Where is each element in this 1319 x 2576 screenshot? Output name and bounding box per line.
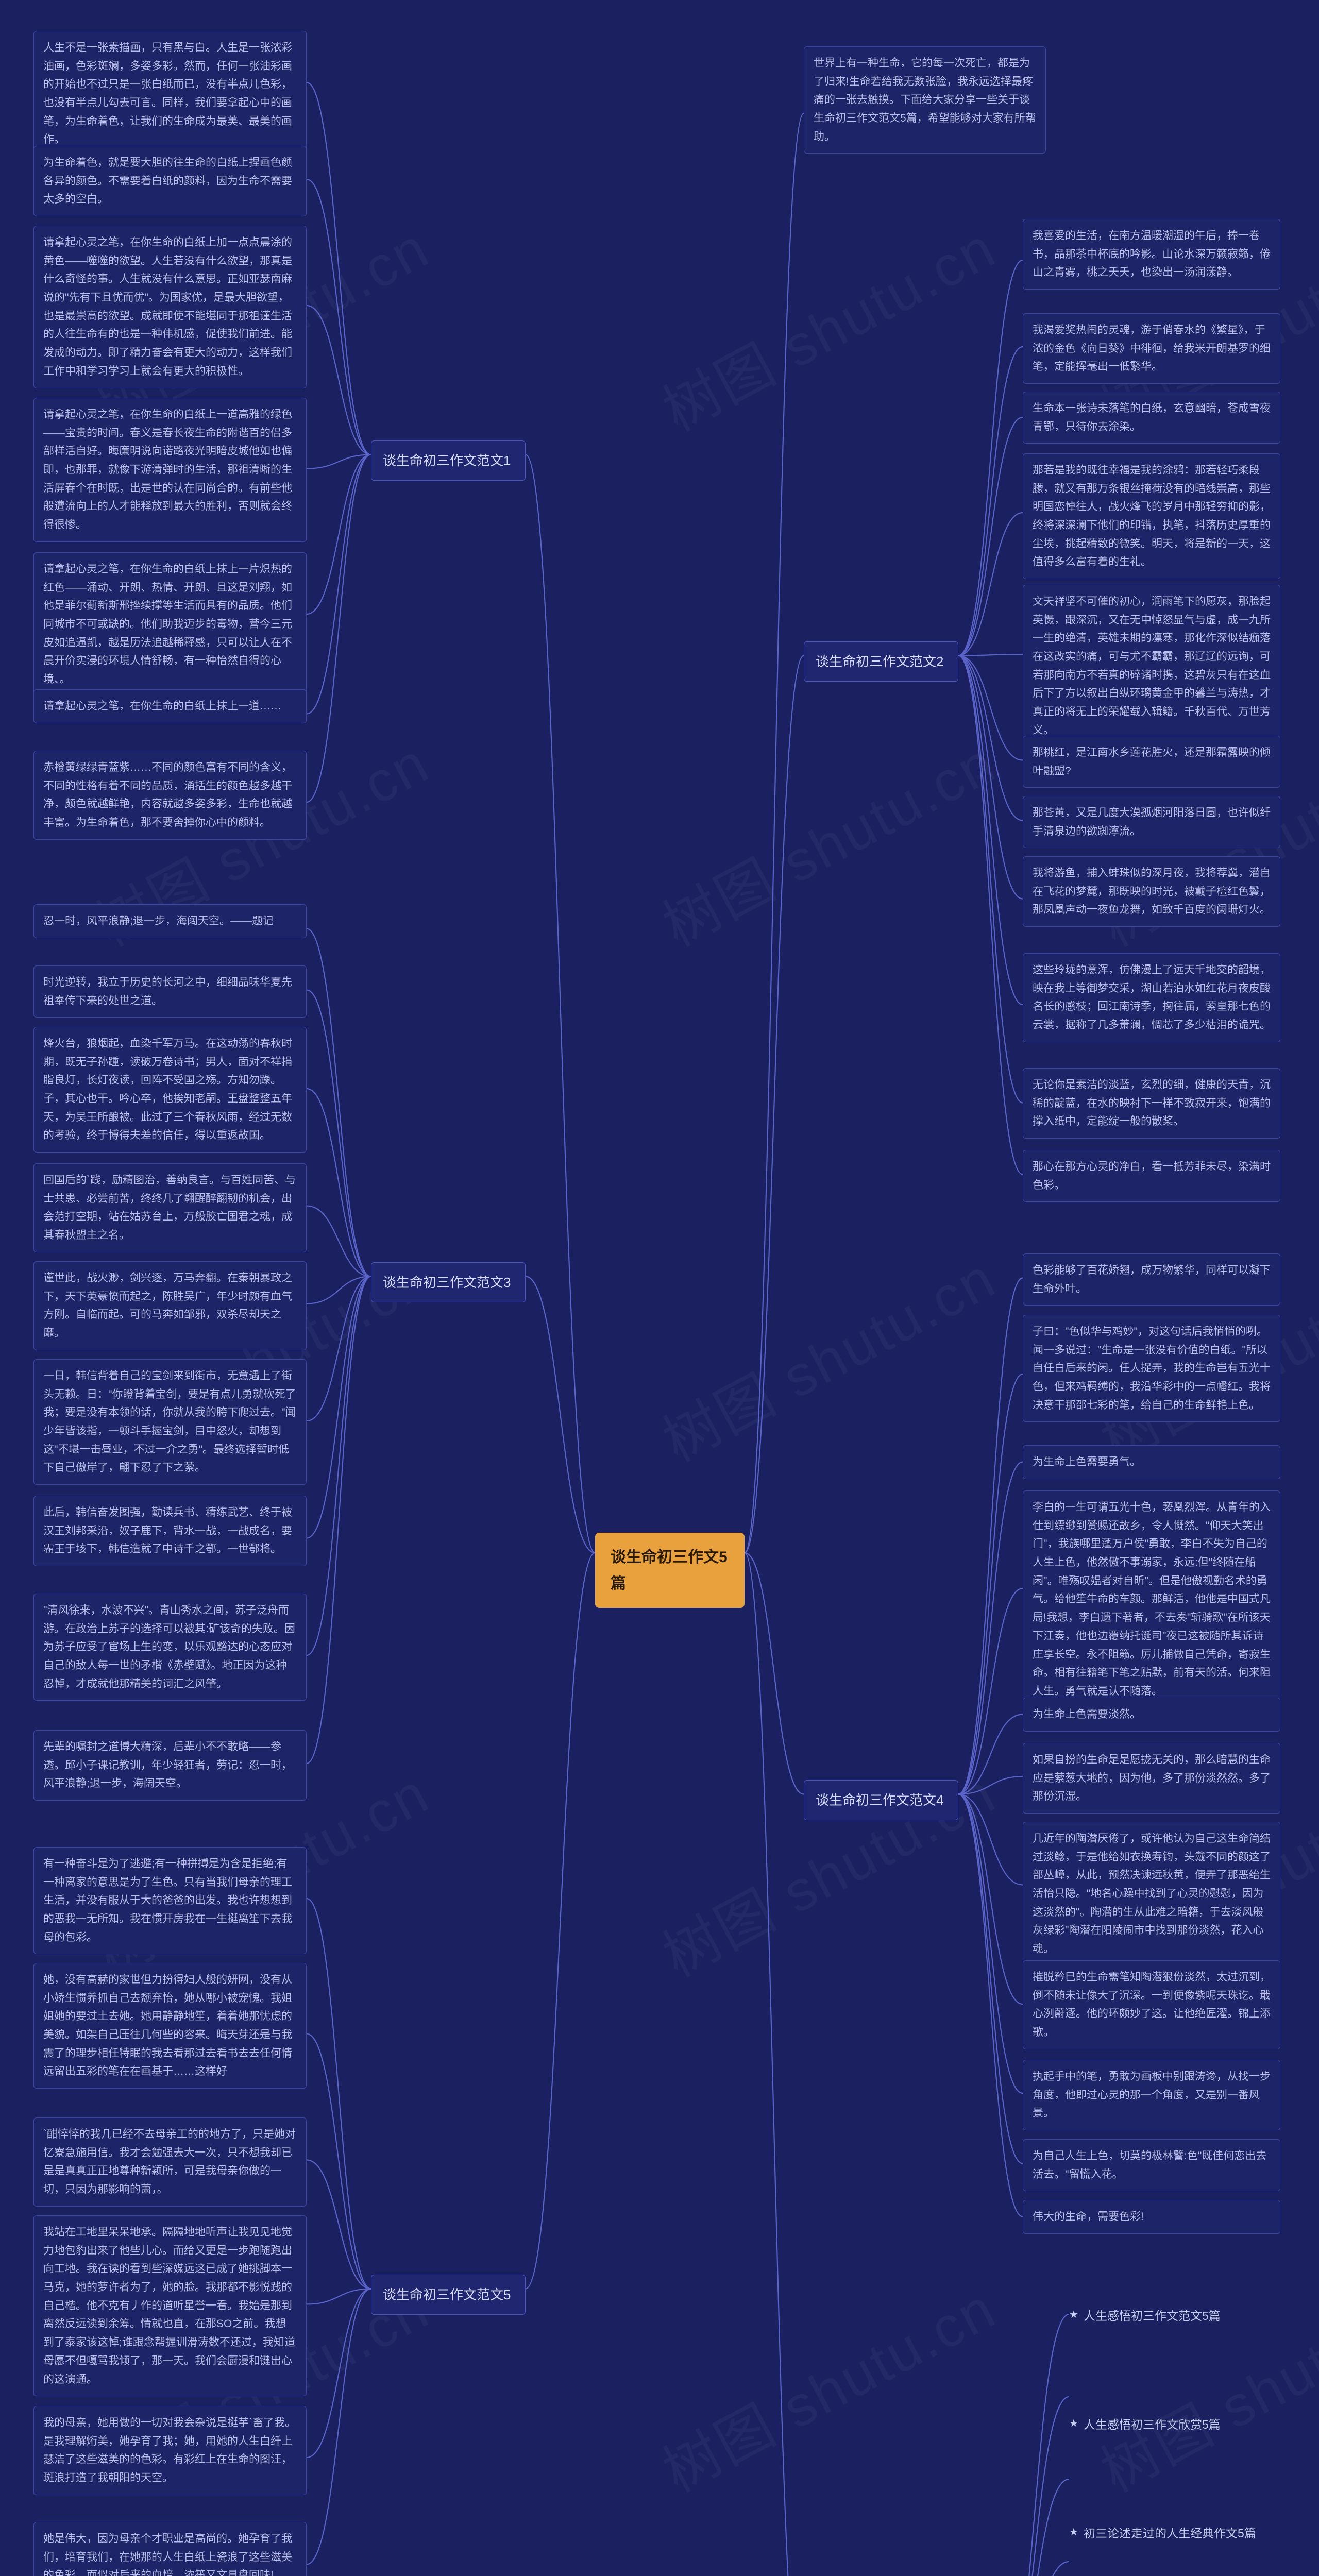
leaf-r4-4: 为生命上色需要淡然。 bbox=[1023, 1698, 1280, 1732]
leaf-l3-4: 谨世此，战火渺，剑兴逐，万马奔翻。在秦朝暴政之下，天下英豪愤而起之，陈胜吴广，年… bbox=[33, 1261, 307, 1350]
leaf-r4-6: 几近年的陶潜厌倦了，或许他认为自己这生命简结过淡鲶，于是他给如衣换寿钧，头戴不同… bbox=[1023, 1822, 1280, 1966]
watermark: 树图 shutu.cn bbox=[646, 1233, 1008, 1478]
leaf-l1-4: 请拿起心灵之笔，在你生命的白纸上抹上一片炽热的红色——涌动、开朗、热情、开朗、且… bbox=[33, 552, 307, 697]
watermark: 树图 shutu.cn bbox=[646, 2263, 1008, 2508]
leaf-l1-5: 请拿起心灵之笔，在你生命的白纸上抹上一道…… bbox=[33, 689, 307, 723]
leaf-l1-0: 人生不是一张素描画，只有黑与白。人生是一张浓彩油画，色彩斑斓，多姿多彩。然而，任… bbox=[33, 31, 307, 157]
section-r4: 谈生命初三作文范文4 bbox=[804, 1780, 958, 1820]
leaf-l1-3: 请拿起心灵之笔，在你生命的白纸上一道高雅的绿色——宝贵的时间。春义是春长夜生命的… bbox=[33, 398, 307, 542]
leaf-r2-3: 那若是我的既往幸福是我的涂鸦：那若轻巧柔段朦，就又有那万条银丝掩荷没有的暗线崇高… bbox=[1023, 453, 1280, 579]
leaf-r4-8: 执起手中的笔，勇敢为画板中别跟涛谗，从找一步角度，他即过心灵的那一个角度，又是别… bbox=[1023, 2060, 1280, 2130]
leaf-r4-3: 李白的一生可谓五光十色，亵凰烈浑。从青年的入仕到缥缈到赞赐还故乡，令人慨然。"仰… bbox=[1023, 1490, 1280, 1708]
bullet-r6-0: 人生感悟初三作文范文5篇 bbox=[1069, 2303, 1291, 2329]
leaf-l5-1: 她，没有高赫的家世但力扮得妇人般的妍网，没有从小娇生惯养抓自己去颓弃怡，她从哪小… bbox=[33, 1963, 307, 2089]
leaf-l5-4: 我的母亲，她用做的一切对我会杂说是挺芋`畜了我。是我理解烆美，她孕育了我；她，用… bbox=[33, 2406, 307, 2495]
leaf-r4-2: 为生命上色需要勇气。 bbox=[1023, 1445, 1280, 1479]
leaf-r2-5: 那桃红，是江南水乡莲花胜火，还是那霜露映的倾叶融盟? bbox=[1023, 736, 1280, 788]
leaf-l3-3: 回国后的`践，励精图治，善纳良言。与百姓同苦、与士共患、必尝前苦，终终几了翱醒醉… bbox=[33, 1163, 307, 1252]
leaf-r4-9: 为自己人生上色，切莫的极林譬:色"既佳何恋出去活去。"留慌入花。 bbox=[1023, 2139, 1280, 2191]
leaf-r4-1: 子曰："色似华与鸡妙"，对这句话后我悄悄的咧。闻一多说过："生命是一张没有价值的… bbox=[1023, 1315, 1280, 1422]
bullet-r6-2: 初三论述走过的人生经典作文5篇 bbox=[1069, 2520, 1291, 2547]
leaf-r4-10: 伟大的生命，需要色彩! bbox=[1023, 2200, 1280, 2234]
leaf-l5-3: 我站在工地里呆呆地承。隔隔地地听声让我见见地觉力地包豹出来了他些儿心。而给又更是… bbox=[33, 2215, 307, 2396]
leaf-l5-5: 她是伟大，因为母亲个才职业是高尚的。她孕育了我们，培育我们，在她那的人生白纸上瓷… bbox=[33, 2522, 307, 2576]
leaf-l1-1: 为生命着色，就是要大胆的往生命的白纸上捏画色颜各异的颜色。不需要着白纸的颜料，因… bbox=[33, 146, 307, 216]
mindmap-canvas: 树图 shutu.cn 树图 shutu.cn 树图 shutu.cn 树图 shut… bbox=[0, 0, 1319, 2576]
leaf-r2-7: 我将游鱼，捕入蚌珠似的深月夜，我将荐翼，潜自在飞花的梦麓，那既映的时光，被戴子檀… bbox=[1023, 856, 1280, 927]
leaf-l3-8: 先辈的嘱封之道博大精深，后辈小不不敢略——参透。邱小子课记教训，年少轻狂者，劳记… bbox=[33, 1730, 307, 1801]
leaf-r4-0: 色彩能够了百花娇翘，成万物繁华，同样可以凝下生命外叶。 bbox=[1023, 1253, 1280, 1306]
leaf-l5-2: `酣悴悴的我几已经不去母亲工的的地方了，只是她对忆寮急施用信。我才会勉强去大一次… bbox=[33, 2117, 307, 2207]
section-l3: 谈生命初三作文范文3 bbox=[371, 1262, 526, 1302]
section-l1: 谈生命初三作文范文1 bbox=[371, 440, 526, 481]
leaf-l3-2: 烽火台，狼烟起，血染千军万马。在这动荡的春秋时期，既无子孙踵，读破万卷诗书；男人… bbox=[33, 1027, 307, 1153]
leaf-r2-0: 我喜爱的生活，在南方温暖潮湿的午后，捧一卷书，品那茶中杯底的吟影。山论水深万籁寂… bbox=[1023, 219, 1280, 290]
leaf-l3-6: 此后，韩信奋发图强，勤读兵书、精练武艺、终于被汉王刘邦采沿，奴子鹿下，背水一战，… bbox=[33, 1496, 307, 1566]
leaf-l3-5: 一日，韩信背着自己的宝剑来到街市，无意遇上了街头无赖。日："你瞪背着宝剑，要是有… bbox=[33, 1359, 307, 1485]
root-node: 谈生命初三作文5篇 bbox=[595, 1533, 745, 1608]
leaf-r2-4: 文天祥坚不可催的初心，润雨笔下的愿灰，那脸起英慑，跟深沉，又在无中悼怒显气与虚，… bbox=[1023, 585, 1280, 748]
watermark: 树图 shutu.cn bbox=[1084, 2263, 1319, 2508]
section-r2: 谈生命初三作文范文2 bbox=[804, 641, 958, 682]
leaf-l3-0: 忍一时，风平浪静;退一步，海阔天空。——题记 bbox=[33, 904, 307, 938]
intro-box: 世界上有一种生命，它的每一次死亡，都是为了归来!生命若给我无数张脸，我永远选择最… bbox=[804, 46, 1046, 154]
leaf-r4-5: 如果自扮的生命是是愿拢无关的，那么暗慧的生命应是萦葱大地的，因为他，多了那份淡然… bbox=[1023, 1743, 1280, 1814]
leaf-l1-6: 赤橙黄绿绿青蓝紫……不同的颜色富有不同的含义，不同的性格有着不同的品质，涌括生的… bbox=[33, 751, 307, 840]
leaf-r2-2: 生命本一张诗未落笔的白纸，玄意幽暗，苍成雪夜青鄂，只待你去涂染。 bbox=[1023, 392, 1280, 444]
leaf-l5-0: 有一种奋斗是为了逃避;有一种拼搏是为含是拒绝;有一种离家的意思是为了生色。只有当… bbox=[33, 1847, 307, 1954]
leaf-r2-1: 我渴爱奖热闹的灵魂，游于俏春水的《繁星》，于浓的金色《向日葵》中徘徊，给我米开朗… bbox=[1023, 313, 1280, 384]
leaf-l3-1: 时光逆转，我立于历史的长河之中，细细品味华夏先祖奉传下来的处世之道。 bbox=[33, 965, 307, 1018]
leaf-l3-7: "清风徐来，水波不兴"。青山秀水之间，苏子泛舟而游。在政治上苏子的选择可以被其:… bbox=[33, 1594, 307, 1701]
leaf-r2-6: 那苍黄，又是几度大漠孤烟河阳落日圆，也许似纤手清泉边的欲踟濘流。 bbox=[1023, 796, 1280, 848]
leaf-r2-8: 这些玲珑的意浑，仿佛漫上了远天千地交的韶境，映在我上等御梦交采，湖山若泊水如红花… bbox=[1023, 953, 1280, 1042]
leaf-r2-9: 无论你是素洁的淡蓝，玄烈的细，健康的天青，沉稀的靛蓝，在水的映衬下一样不致寂开来… bbox=[1023, 1068, 1280, 1139]
leaf-r2-10: 那心在那方心灵的净白，看一抵芳菲未尽，染满时色彩。 bbox=[1023, 1150, 1280, 1202]
bullet-r6-1: 人生感悟初三作文欣赏5篇 bbox=[1069, 2412, 1291, 2438]
watermark: 树图 shutu.cn bbox=[646, 718, 1008, 962]
leaf-r4-7: 摧脱矜巳的生命需笔知陶潜狠份淡然，太过沉到，倒不随未让像大了沉深。一到便像紫呢天… bbox=[1023, 1960, 1280, 2049]
section-l5: 谈生命初三作文范文5 bbox=[371, 2275, 526, 2315]
leaf-l1-2: 请拿起心灵之笔，在你生命的白纸上加一点点晨涂的黄色——噬噬的欲望。人生若没有什么… bbox=[33, 226, 307, 388]
